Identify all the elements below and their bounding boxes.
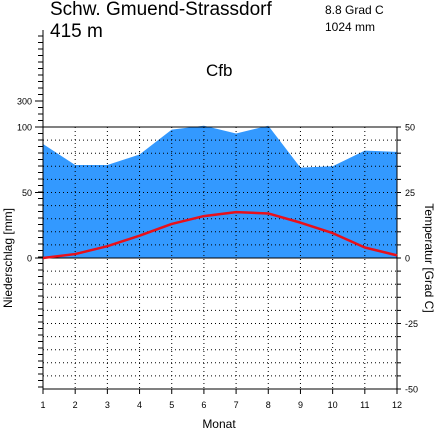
x-tick-label: 7 <box>234 400 239 410</box>
left-tick-label: 100 <box>17 123 32 133</box>
x-tick-label: 10 <box>328 400 338 410</box>
x-tick-label: 11 <box>360 400 369 410</box>
x-tick-label: 2 <box>73 400 78 410</box>
mean-temperature: 8.8 Grad C <box>325 3 384 17</box>
x-axis-label: Monat <box>202 417 236 430</box>
left-axis-label: Niederschlag [mm] <box>1 208 15 308</box>
x-axis: 1 2 3 4 5 6 7 8 9 10 11 12 <box>40 389 402 410</box>
station-name: Schw. Gmuend-Strassdorf <box>50 0 272 20</box>
upper-precipitation-scale <box>38 30 44 388</box>
grid-lines <box>43 127 397 389</box>
x-tick-label: 8 <box>266 400 271 410</box>
temperature-line <box>42 210 398 260</box>
right-axis: 50 25 0 -25 -50 <box>397 123 418 395</box>
x-tick-label: 1 <box>40 400 45 410</box>
left-tick-label: 0 <box>27 254 32 264</box>
left-axis: 300 100 50 0 <box>17 97 43 264</box>
annual-precipitation: 1024 mm <box>325 20 376 34</box>
right-tick-label: -25 <box>405 319 418 329</box>
right-tick-label: 25 <box>405 188 415 198</box>
x-tick-label: 4 <box>137 400 142 410</box>
right-tick-label: -50 <box>405 385 418 395</box>
x-tick-label: 3 <box>105 400 110 410</box>
left-tick-label: 300 <box>17 97 32 107</box>
right-axis-label: Temperatur [Grad C] <box>422 203 436 312</box>
x-tick-label: 5 <box>169 400 174 410</box>
climate-classification: Cfb <box>206 61 233 80</box>
station-elevation: 415 m <box>50 21 103 42</box>
right-tick-label: 50 <box>405 123 415 133</box>
x-tick-label: 9 <box>298 400 303 410</box>
left-tick-label: 50 <box>22 188 32 198</box>
x-tick-label: 12 <box>392 400 402 410</box>
right-tick-label: 0 <box>405 254 410 264</box>
x-tick-label: 6 <box>201 400 206 410</box>
